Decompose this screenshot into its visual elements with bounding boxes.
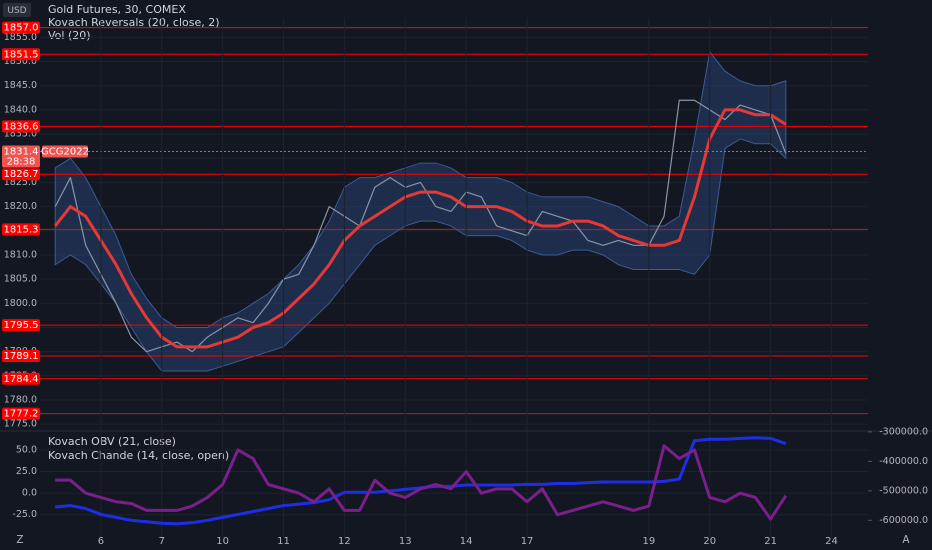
y-tick-label: 1800.0 (4, 298, 37, 309)
level-tag (2, 407, 40, 420)
legend-entry: Kovach OBV (21, close) (48, 435, 176, 448)
x-tick-label: 19 (642, 536, 655, 547)
x-tick-label: 11 (277, 536, 290, 547)
y-tick-label: 1845.0 (4, 80, 37, 91)
x-tick-label: 21 (764, 536, 777, 547)
y-tick-label: 1825.0 (4, 177, 37, 188)
symbol-label: GCG2022 (41, 146, 89, 157)
y-tick-label: -25.0 (12, 509, 37, 520)
y-tick-label: 25.0 (16, 466, 37, 477)
title: Gold Futures, 30, COMEX (48, 3, 186, 16)
level-tag (2, 168, 40, 181)
toolbar-icon[interactable]: A (902, 534, 910, 546)
x-tick-label: 20 (703, 536, 716, 547)
currency: USD (7, 6, 26, 16)
indicator-legend: Vol (20) (48, 29, 91, 42)
y-tick-label: 1835.0 (4, 129, 37, 140)
x-tick-label: 17 (521, 536, 534, 547)
y-tick-label: 0.0 (22, 488, 37, 499)
x-tick-label: 7 (159, 536, 165, 547)
series-line (54, 108, 787, 349)
y2-tick-label: -500000.0 (879, 485, 928, 496)
legend-entry: Kovach Chande (14, close, open) (48, 449, 229, 462)
x-tick-label: 6 (98, 536, 104, 547)
level-label: 1789.1 (4, 351, 39, 362)
y-tick-label: 50.0 (16, 444, 37, 455)
x-tick-label: 14 (460, 536, 473, 547)
level-tag (2, 350, 40, 363)
y2-tick-label: -300000.0 (879, 426, 928, 437)
y-tick-label: 1775.0 (4, 419, 37, 430)
level-tag (2, 372, 40, 385)
level-label: 1836.6 (4, 121, 39, 132)
countdown: 28:38 (7, 156, 36, 167)
toolbar-icon[interactable]: Z (16, 534, 23, 546)
level-label: 1784.4 (4, 374, 39, 385)
y-tick-label: 1820.0 (4, 201, 37, 212)
level-tag (2, 223, 40, 236)
level-tag (2, 21, 40, 34)
x-tick-label: 12 (338, 536, 351, 547)
y2-tick-label: -400000.0 (879, 456, 928, 467)
y-tick-label: 1855.0 (4, 32, 37, 43)
series-line (55, 444, 788, 521)
band (54, 50, 787, 372)
level-tag (2, 120, 40, 133)
x-tick-label: 24 (825, 536, 838, 547)
level-label: 1777.2 (4, 409, 39, 420)
symbol-tag (42, 145, 88, 158)
y-tick-label: 1810.0 (4, 249, 37, 260)
last-price-tag (2, 145, 40, 168)
level-tag (2, 319, 40, 332)
level-tag (2, 48, 40, 61)
series-line (54, 99, 787, 353)
level-label: 1815.3 (4, 224, 39, 235)
y-tick-label: 1850.0 (4, 56, 37, 67)
y-tick-label: 1840.0 (4, 104, 37, 115)
y-tick-label: 1780.0 (4, 395, 37, 406)
y2-tick-label: -600000.0 (879, 515, 928, 526)
y-tick-label: 1805.0 (4, 274, 37, 285)
x-tick-label: 10 (216, 536, 229, 547)
level-label: 1795.5 (4, 320, 39, 331)
x-tick-label: 13 (399, 536, 412, 547)
level-label: 1857.0 (4, 23, 39, 34)
indicator-legend: Kovach Reversals (20, close, 2) (48, 16, 220, 29)
currency-box (3, 3, 31, 17)
level-label: 1851.5 (4, 49, 39, 60)
last-price-label: 1831.4 (4, 146, 39, 157)
level-label: 1826.7 (4, 169, 39, 180)
